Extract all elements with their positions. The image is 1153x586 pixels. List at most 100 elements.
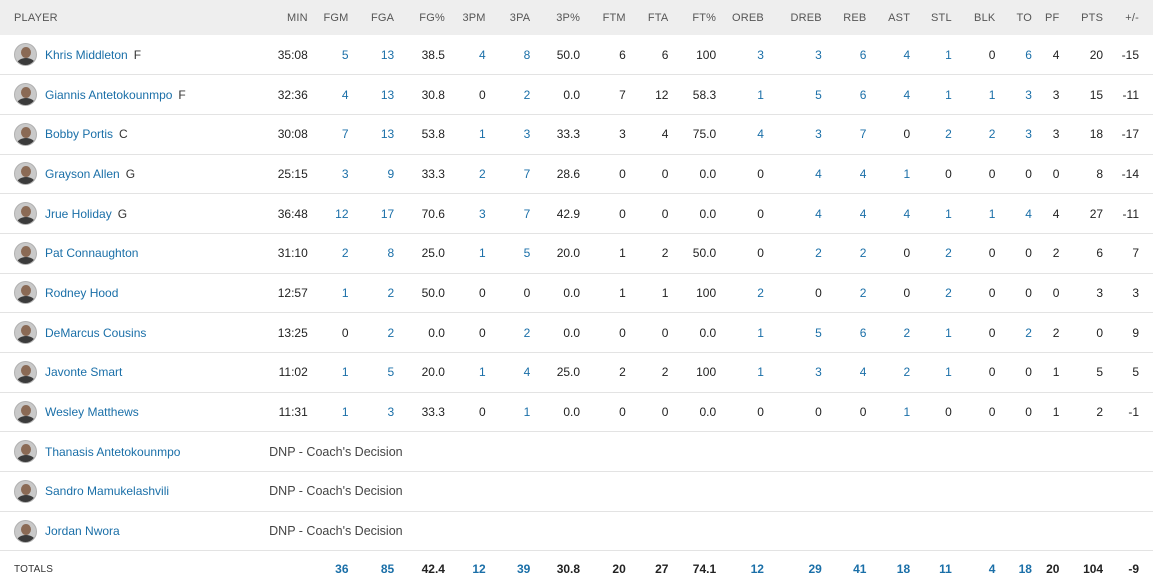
stat-ast[interactable]: 2	[872, 353, 916, 393]
stat-3pa[interactable]: 3	[496, 114, 539, 154]
stat-blk[interactable]: 1	[958, 194, 1002, 234]
stat-blk[interactable]: 2	[958, 114, 1002, 154]
col-header-3pm[interactable]: 3PM	[449, 0, 496, 35]
stat-dreb[interactable]: 4	[776, 154, 830, 194]
stat-oreb[interactable]: 3	[722, 35, 776, 75]
col-header-to[interactable]: TO	[1001, 0, 1036, 35]
stat-dreb[interactable]: 4	[776, 194, 830, 234]
stat-blk[interactable]: 1	[958, 75, 1002, 115]
stat-fgm[interactable]: 1	[308, 273, 357, 313]
stat-fga[interactable]: 2	[357, 313, 401, 353]
col-header-3p[interactable]: 3P%	[538, 0, 586, 35]
stat-fga[interactable]: 2	[357, 273, 401, 313]
stat-3pm[interactable]: 1	[449, 353, 496, 393]
player-name-link[interactable]: Jrue Holiday	[45, 207, 112, 221]
stat-fgm[interactable]: 2	[308, 233, 357, 273]
stat-fga[interactable]: 3	[357, 392, 401, 432]
col-header-dreb[interactable]: DREB	[776, 0, 830, 35]
player-name-link[interactable]: Javonte Smart	[45, 365, 122, 379]
stat-stl[interactable]: 2	[916, 273, 958, 313]
stat-fga[interactable]: 13	[357, 35, 401, 75]
stat-dreb[interactable]: 2	[776, 233, 830, 273]
stat-3pm[interactable]: 3	[449, 194, 496, 234]
col-header-min[interactable]: MIN	[203, 0, 308, 35]
stat-dreb[interactable]: 5	[776, 313, 830, 353]
player-name-link[interactable]: Wesley Matthews	[45, 405, 139, 419]
player-name-link[interactable]: Jordan Nwora	[45, 524, 120, 538]
stat-oreb[interactable]: 1	[722, 75, 776, 115]
col-header-3pa[interactable]: 3PA	[496, 0, 539, 35]
stat-fgm[interactable]: 3	[308, 154, 357, 194]
stat-3pa[interactable]: 5	[496, 233, 539, 273]
stat-3pa[interactable]: 1	[496, 392, 539, 432]
stat-to[interactable]: 4	[1001, 194, 1036, 234]
player-name-link[interactable]: Pat Connaughton	[45, 246, 138, 260]
stat-dreb[interactable]: 3	[776, 353, 830, 393]
stat-fgm[interactable]: 4	[308, 75, 357, 115]
stat-3pm[interactable]: 1	[449, 114, 496, 154]
player-name-link[interactable]: Thanasis Antetokounmpo	[45, 445, 180, 459]
stat-oreb[interactable]: 1	[722, 353, 776, 393]
player-name-link[interactable]: Grayson Allen	[45, 167, 120, 181]
col-header-fta[interactable]: FTA	[632, 0, 675, 35]
stat-3pm[interactable]: 1	[449, 233, 496, 273]
stat-ast[interactable]: 4	[872, 194, 916, 234]
stat-stl[interactable]: 1	[916, 35, 958, 75]
stat-fgm[interactable]: 7	[308, 114, 357, 154]
stat-3pa[interactable]: 7	[496, 194, 539, 234]
stat-3pa[interactable]: 4	[496, 353, 539, 393]
stat-3pa[interactable]: 2	[496, 75, 539, 115]
stat-fgm[interactable]: 12	[308, 194, 357, 234]
stat-3pm[interactable]: 4	[449, 35, 496, 75]
player-name-link[interactable]: Giannis Antetokounmpo	[45, 88, 172, 102]
stat-dreb[interactable]: 5	[776, 75, 830, 115]
stat-dreb[interactable]: 3	[776, 35, 830, 75]
stat-fga[interactable]: 13	[357, 114, 401, 154]
player-name-link[interactable]: Sandro Mamukelashvili	[45, 484, 169, 498]
stat-to[interactable]: 2	[1001, 313, 1036, 353]
stat-ast[interactable]: 1	[872, 154, 916, 194]
stat-stl[interactable]: 1	[916, 313, 958, 353]
stat-stl[interactable]: 2	[916, 233, 958, 273]
stat-stl[interactable]: 1	[916, 194, 958, 234]
stat-oreb[interactable]: 4	[722, 114, 776, 154]
stat-fgm[interactable]: 5	[308, 35, 357, 75]
stat-fga[interactable]: 5	[357, 353, 401, 393]
player-name-link[interactable]: DeMarcus Cousins	[45, 326, 146, 340]
col-header-pts[interactable]: PTS	[1065, 0, 1109, 35]
col-header-oreb[interactable]: OREB	[722, 0, 776, 35]
stat-fga[interactable]: 8	[357, 233, 401, 273]
col-header-blk[interactable]: BLK	[958, 0, 1002, 35]
stat-dreb[interactable]: 3	[776, 114, 830, 154]
stat-oreb[interactable]: 2	[722, 273, 776, 313]
stat-reb[interactable]: 4	[830, 353, 873, 393]
stat-stl[interactable]: 1	[916, 353, 958, 393]
col-header-ftm[interactable]: FTM	[586, 0, 632, 35]
stat-ast[interactable]: 4	[872, 35, 916, 75]
stat-fga[interactable]: 13	[357, 75, 401, 115]
stat-3pa[interactable]: 2	[496, 313, 539, 353]
col-header-[interactable]: +/-	[1109, 0, 1153, 35]
col-header-ft[interactable]: FT%	[674, 0, 722, 35]
stat-stl[interactable]: 2	[916, 114, 958, 154]
stat-ast[interactable]: 4	[872, 75, 916, 115]
stat-3pm[interactable]: 2	[449, 154, 496, 194]
stat-fgm[interactable]: 1	[308, 392, 357, 432]
stat-reb[interactable]: 2	[830, 273, 873, 313]
stat-reb[interactable]: 2	[830, 233, 873, 273]
col-header-fg[interactable]: FG%	[400, 0, 449, 35]
col-header-ast[interactable]: AST	[872, 0, 916, 35]
stat-stl[interactable]: 1	[916, 75, 958, 115]
stat-reb[interactable]: 4	[830, 194, 873, 234]
player-name-link[interactable]: Bobby Portis	[45, 127, 113, 141]
col-header-stl[interactable]: STL	[916, 0, 958, 35]
player-name-link[interactable]: Khris Middleton	[45, 48, 128, 62]
col-header-player[interactable]: PLAYER	[0, 0, 203, 35]
stat-ast[interactable]: 1	[872, 392, 916, 432]
stat-3pa[interactable]: 8	[496, 35, 539, 75]
stat-oreb[interactable]: 1	[722, 313, 776, 353]
stat-reb[interactable]: 6	[830, 35, 873, 75]
stat-to[interactable]: 3	[1001, 114, 1036, 154]
stat-3pa[interactable]: 7	[496, 154, 539, 194]
player-name-link[interactable]: Rodney Hood	[45, 286, 118, 300]
